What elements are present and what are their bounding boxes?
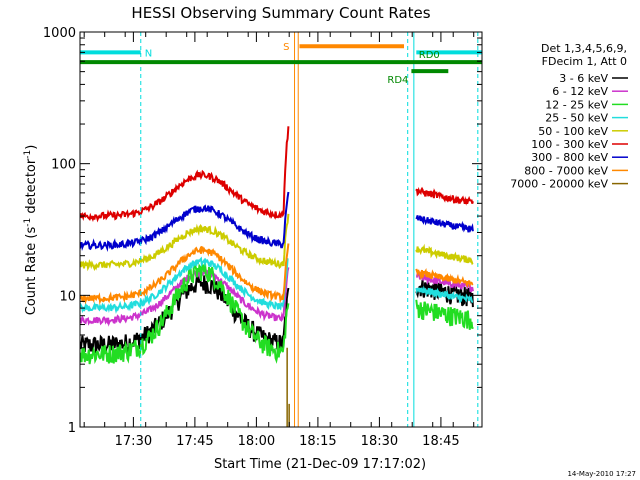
chart-title: HESSI Observing Summary Count Rates (131, 4, 430, 22)
x-axis: 17:30 17:45 18:00 18:15 18:30 18:45 (83, 32, 475, 449)
legend: Det 1,3,4,5,6,9, FDecim 1, Att 0 3 - 6 k… (510, 42, 628, 191)
y-tick-label: 100 (51, 158, 76, 173)
plot-frame (79, 31, 483, 428)
flag-label: S (283, 42, 289, 53)
legend-entry-label: 800 - 7000 keV (524, 164, 608, 177)
x-tick-label: 17:45 (176, 434, 213, 449)
series-layer (80, 126, 474, 427)
series-line-after (415, 267, 474, 288)
y-tick-label: 1 (68, 421, 76, 436)
series-line (80, 191, 290, 253)
series-line-after (415, 285, 474, 304)
flag-label: RD0 (419, 50, 440, 61)
legend-entry-label: 25 - 50 keV (545, 112, 608, 125)
legend-entry-label: 12 - 25 keV (545, 98, 608, 111)
x-tick-label: 18:45 (422, 434, 459, 449)
series-line-after (415, 279, 474, 308)
series-line-after (415, 299, 474, 330)
series-line (80, 243, 290, 306)
series-line-after (415, 215, 474, 233)
series-line (80, 213, 290, 272)
flag-label: N (145, 48, 152, 59)
series-line (80, 256, 289, 315)
legend-entry-label: 50 - 100 keV (538, 125, 608, 138)
y-tick-label: 1000 (43, 26, 76, 41)
flag-bars: N S RD0 RD4 (80, 42, 482, 86)
series-line (80, 126, 290, 223)
legend-entry-label: 3 - 6 keV (559, 72, 608, 85)
legend-header-line-1: Det 1,3,4,5,6,9, (541, 42, 627, 55)
vertical-markers (140, 32, 479, 427)
legend-entry-label: 6 - 12 keV (552, 85, 608, 98)
y-tick-label: 10 (59, 289, 76, 304)
legend-entry-label: 100 - 300 keV (531, 138, 608, 151)
legend-entry-label: 300 - 800 keV (531, 151, 608, 164)
x-tick-label: 18:30 (361, 434, 398, 449)
series-line (80, 261, 290, 365)
legend-header-line-2: FDecim 1, Att 0 (542, 55, 627, 68)
y-axis: 1 10 100 1000 (43, 26, 482, 436)
x-tick-label: 18:15 (299, 434, 336, 449)
flag-label: RD4 (387, 75, 408, 86)
series-line-after (415, 243, 474, 266)
x-tick-label: 18:00 (238, 434, 275, 449)
series-line-after (415, 186, 474, 206)
legend-entry-label: 7000 - 20000 keV (510, 178, 608, 191)
y-axis-label: Count Rate (s-1 detector-1) (23, 145, 39, 316)
footer-date: 14-May-2010 17:27 (567, 470, 636, 478)
x-tick-label: 17:30 (115, 434, 152, 449)
x-axis-label: Start Time (21-Dec-09 17:17:02) (214, 457, 426, 472)
